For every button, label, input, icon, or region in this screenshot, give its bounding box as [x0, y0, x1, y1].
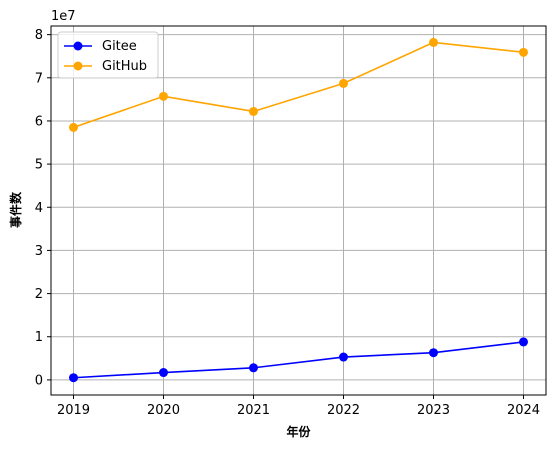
series-line-gitee	[73, 341, 524, 379]
series	[69, 37, 528, 383]
x-tick-label: 2020	[147, 403, 180, 418]
plot-frame	[50, 25, 547, 396]
data-point-gitee	[249, 363, 258, 373]
legend: Gitee GitHub	[57, 31, 159, 79]
plot-area-background	[51, 26, 546, 395]
data-point-gitee	[519, 337, 528, 347]
legend-marker-gitee	[73, 41, 83, 51]
x-tick-label: 2021	[237, 403, 270, 418]
x-axis-title: 年份	[286, 424, 311, 439]
y-tick-label: 1	[35, 330, 43, 345]
y-tick-label: 7	[35, 71, 43, 86]
y-tick-label: 8	[35, 28, 43, 43]
y-tick-label: 6	[35, 114, 43, 129]
data-point-gitee	[429, 348, 438, 358]
data-point-github	[69, 122, 78, 132]
data-point-github	[429, 37, 438, 47]
y-axis-title: 事件数	[8, 191, 23, 228]
y-tick-label: 5	[35, 158, 43, 173]
data-point-gitee	[159, 368, 168, 378]
y-tick-label: 3	[35, 244, 43, 259]
data-point-github	[519, 47, 528, 57]
x-tick-label: 2022	[327, 403, 360, 418]
legend-label-gitee: Gitee	[102, 39, 137, 54]
data-point-github	[339, 78, 348, 88]
y-tick-label: 0	[35, 373, 43, 388]
legend-marker-github	[73, 61, 83, 71]
data-point-gitee	[69, 373, 78, 383]
series-line-github	[73, 41, 524, 129]
x-axis-ticks: 2019 2020 2021 2022 2023 2024	[57, 395, 540, 418]
grid	[51, 26, 546, 395]
data-point-github	[159, 91, 168, 101]
data-point-github	[249, 106, 258, 116]
y-tick-label: 2	[35, 287, 43, 302]
x-tick-label: 2019	[57, 403, 90, 418]
x-tick-label: 2024	[507, 403, 540, 418]
y-tick-label: 4	[35, 201, 43, 216]
y-axis-ticks: 0 1 2 3 4 5 6 7 8	[35, 28, 51, 388]
y-offset-label: 1e7	[51, 9, 76, 24]
x-tick-label: 2023	[417, 403, 450, 418]
data-point-gitee	[339, 352, 348, 362]
legend-label-github: GitHub	[102, 59, 147, 74]
